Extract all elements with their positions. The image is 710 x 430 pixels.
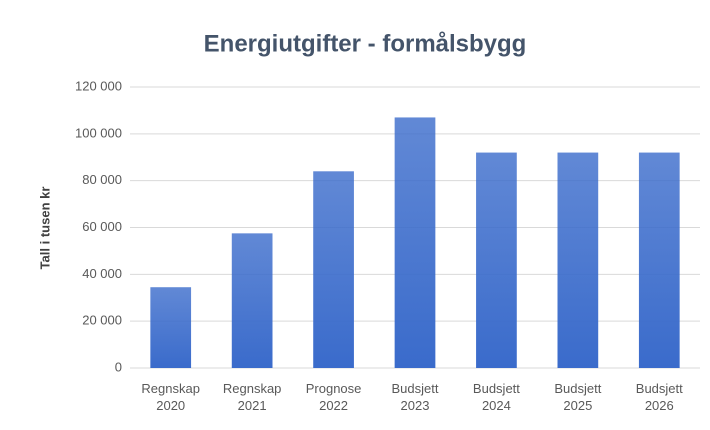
y-tick-label: 40 000 bbox=[82, 266, 122, 281]
bar bbox=[557, 152, 599, 368]
bar bbox=[313, 171, 354, 368]
x-tick-label: Regnskap 2021 bbox=[222, 381, 282, 413]
y-tick-label: 80 000 bbox=[82, 172, 122, 187]
y-tick-label: 100 000 bbox=[75, 125, 122, 140]
y-axis-label: Tall i tusen kr bbox=[37, 187, 52, 270]
y-tick-label: 20 000 bbox=[82, 313, 122, 328]
x-tick-label: Budsjett 2023 bbox=[391, 381, 439, 413]
x-tick-label: Budsjett 2024 bbox=[472, 381, 520, 413]
x-tick-label: Regnskap 2020 bbox=[141, 381, 200, 413]
bar bbox=[150, 287, 192, 368]
x-tick-label: Prognose 2022 bbox=[305, 381, 362, 413]
bar bbox=[394, 117, 436, 368]
x-tick-label: Budsjett 2025 bbox=[554, 381, 602, 413]
y-tick-label: 0 bbox=[115, 359, 122, 374]
bar bbox=[231, 233, 273, 368]
y-tick-label: 60 000 bbox=[82, 219, 122, 234]
x-tick-label: Budsjett 2026 bbox=[635, 381, 683, 413]
bar bbox=[476, 152, 517, 368]
bar bbox=[638, 152, 680, 368]
y-tick-label: 120 000 bbox=[75, 78, 122, 93]
chart-title: Energiutgifter - formålsbygg bbox=[204, 30, 527, 57]
